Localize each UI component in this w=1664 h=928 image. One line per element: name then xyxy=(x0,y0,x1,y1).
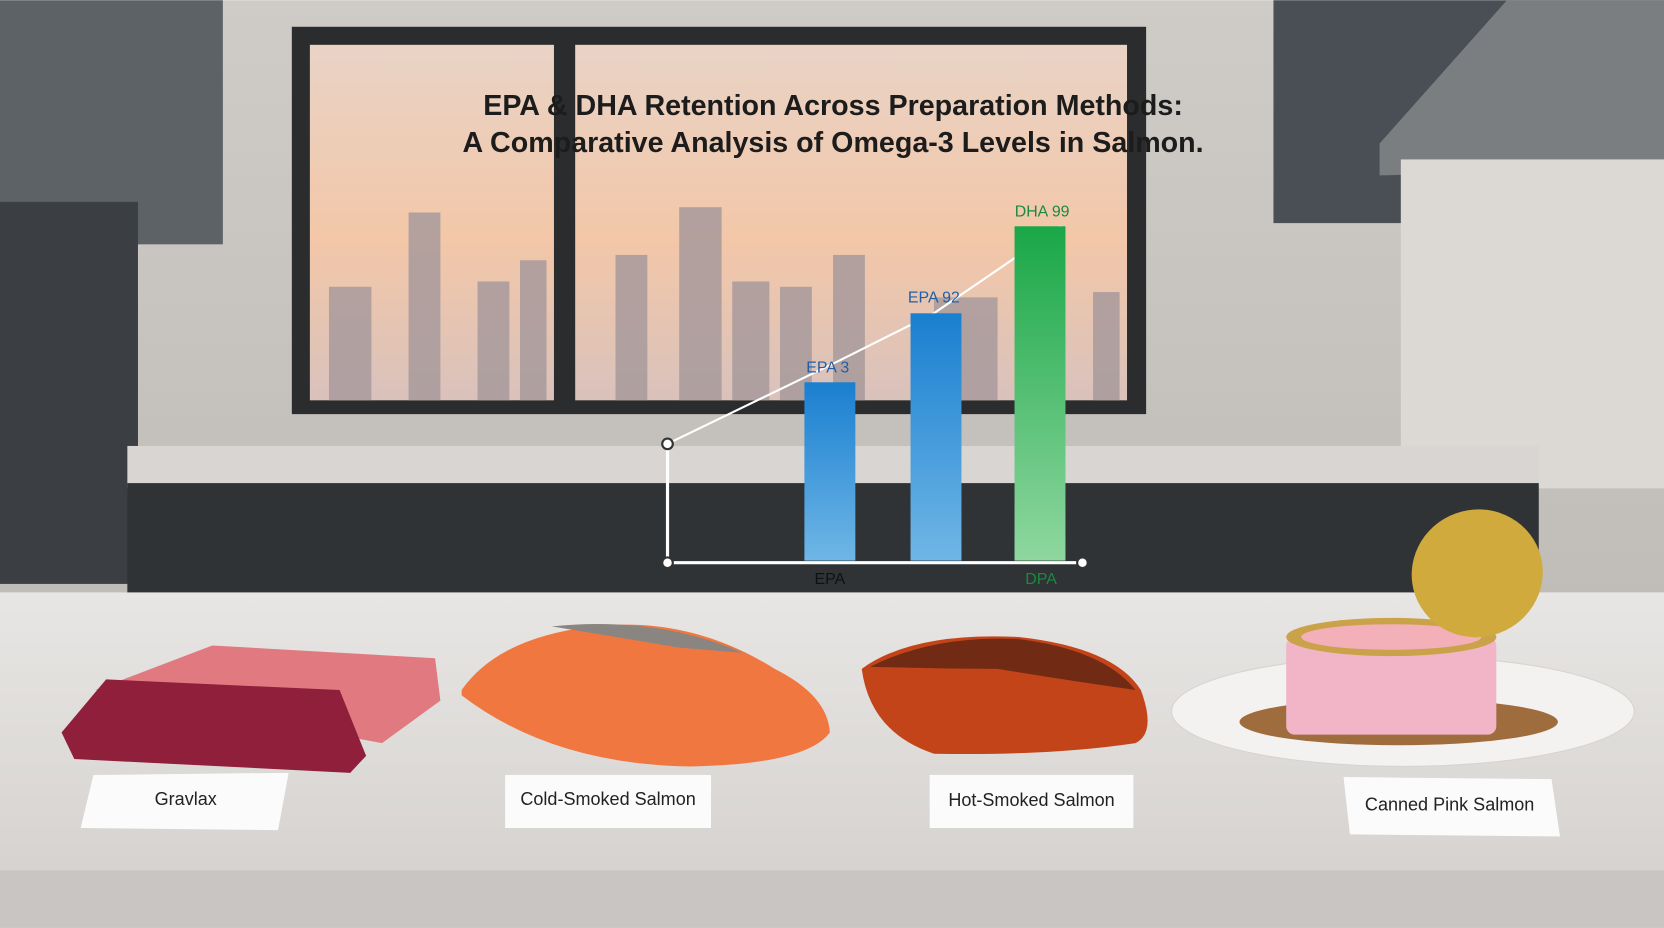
title-line: EPA & DHA Retention Across Preparation M… xyxy=(483,90,1183,122)
bar xyxy=(1014,226,1066,561)
label-card: Canned Pink Salmon xyxy=(1343,777,1560,837)
axis-label: EPA xyxy=(815,571,846,588)
item-label: Hot-Smoked Salmon xyxy=(948,790,1114,810)
title-line: A Comparative Analysis of Omega-3 Levels… xyxy=(462,127,1203,159)
oven xyxy=(0,201,138,584)
bar xyxy=(910,313,962,561)
canned-salmon xyxy=(1171,509,1635,767)
axis-label: DPA xyxy=(1025,571,1057,588)
label-card: Cold-Smoked Salmon xyxy=(505,774,712,828)
backsplash xyxy=(1400,159,1664,489)
chart-overlay: EPA 3 EPA 92 DHA 99 EPA DPA xyxy=(661,204,1089,588)
item-label: Gravlax xyxy=(155,789,217,809)
trend-line xyxy=(667,225,1062,445)
cold-smoked-salmon xyxy=(461,624,830,767)
bar-label: DHA 99 xyxy=(1015,204,1070,221)
item-label: Canned Pink Salmon xyxy=(1365,794,1534,814)
label-card: Hot-Smoked Salmon xyxy=(929,774,1134,828)
marker xyxy=(661,556,674,570)
marker xyxy=(661,437,674,451)
bar-label: EPA 3 xyxy=(806,360,849,377)
counter-edge xyxy=(0,870,1664,928)
gravlax xyxy=(61,645,441,773)
range-hood xyxy=(1379,0,1664,176)
item-label: Cold-Smoked Salmon xyxy=(520,789,695,809)
label-card: Gravlax xyxy=(80,772,289,831)
hot-smoked-salmon xyxy=(861,636,1148,755)
bar-label: EPA 92 xyxy=(908,290,960,307)
marker xyxy=(1076,556,1089,570)
bar xyxy=(804,382,856,561)
